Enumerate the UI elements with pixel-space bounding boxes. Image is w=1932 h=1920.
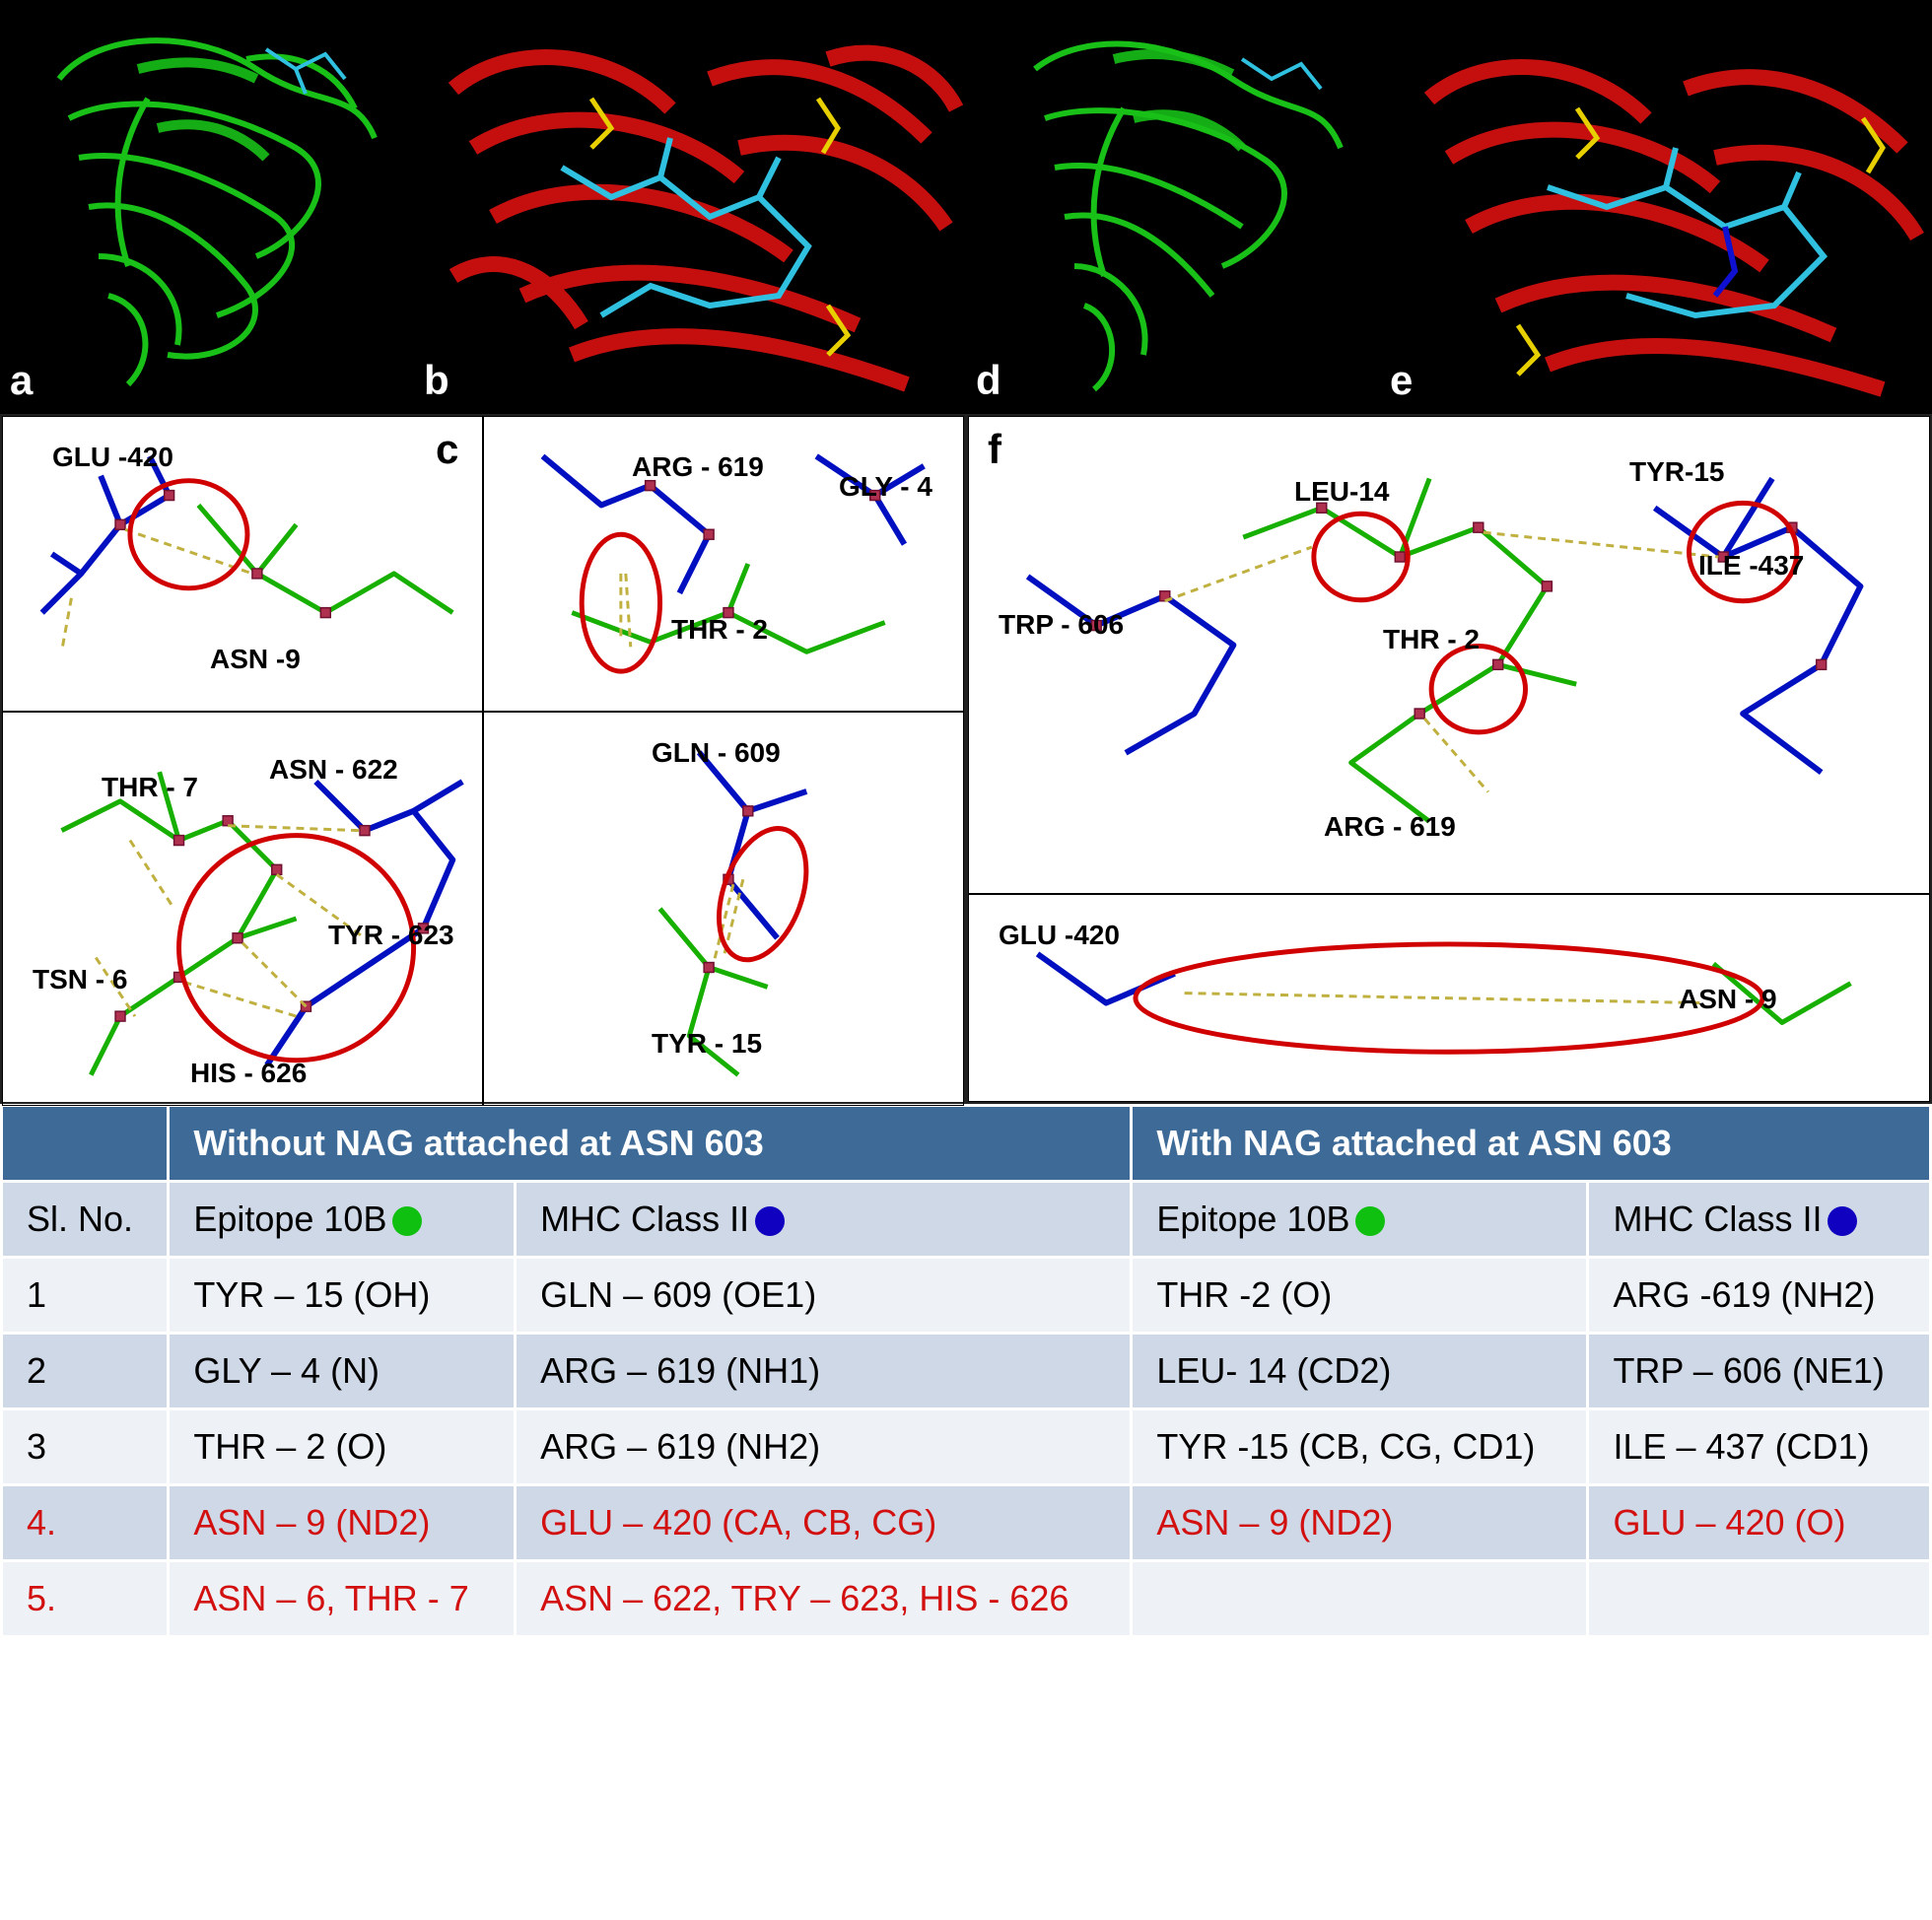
middle-panels-row: c GLU -420 ASN -9 — [0, 414, 1932, 1104]
panel-e: e — [1380, 0, 1932, 414]
panel-b: b — [414, 0, 966, 414]
panel-b-label: b — [424, 357, 449, 404]
cell-mhc2: GLU – 420 (O) — [1588, 1485, 1931, 1561]
panel-c-label: c — [436, 426, 458, 473]
header-empty — [2, 1106, 169, 1182]
panel-c-sub2: ARG - 619 GLY - 4 THR - 2 — [483, 416, 964, 712]
panel-f-sub2: GLU -420 ASN - 9 — [968, 894, 1930, 1102]
label-thr7: THR - 7 — [102, 772, 198, 803]
mhc-dot-icon — [1828, 1206, 1857, 1236]
label-glu420: GLU -420 — [52, 442, 173, 473]
mhc-dot-icon — [755, 1206, 785, 1236]
label-gly4: GLY - 4 — [839, 471, 932, 503]
col-ep-1: Epitope 10B — [169, 1182, 516, 1258]
label-ile437: ILE -437 — [1698, 550, 1804, 582]
cell-sl: 5. — [2, 1561, 169, 1637]
cell-ep1: ASN – 6, THR - 7 — [169, 1561, 516, 1637]
cell-ep2: TYR -15 (CB, CG, CD1) — [1132, 1409, 1588, 1485]
col-mhc-1: MHC Class II — [516, 1182, 1132, 1258]
cell-mhc1: GLU – 420 (CA, CB, CG) — [516, 1485, 1132, 1561]
cell-ep2 — [1132, 1561, 1588, 1637]
panel-f: f — [966, 414, 1932, 1104]
label-his626: HIS - 626 — [190, 1058, 307, 1089]
panel-e-label: e — [1390, 357, 1413, 404]
label-tsn6: TSN - 6 — [33, 964, 127, 995]
panel-f-sub1: LEU-14 TYR-15 ILE -437 TRP - 606 THR - 2… — [968, 416, 1930, 894]
label-thr2: THR - 2 — [671, 614, 768, 646]
cell-sl: 3 — [2, 1409, 169, 1485]
panel-d: d — [966, 0, 1380, 414]
panel-a: a — [0, 0, 414, 414]
col-ep-text2: Epitope 10B — [1156, 1199, 1349, 1239]
cell-mhc1: ARG – 619 (NH2) — [516, 1409, 1132, 1485]
panel-c-sub1: GLU -420 ASN -9 — [2, 416, 483, 712]
cell-mhc2 — [1588, 1561, 1931, 1637]
col-mhc-text2: MHC Class II — [1613, 1199, 1822, 1239]
top-panels-row: a — [0, 0, 1932, 414]
cell-mhc2: ARG -619 (NH2) — [1588, 1258, 1931, 1334]
cell-ep1: TYR – 15 (OH) — [169, 1258, 516, 1334]
table-header-row: Without NAG attached at ASN 603 With NAG… — [2, 1106, 1931, 1182]
label-thr2f: THR - 2 — [1383, 624, 1480, 655]
col-ep-text1: Epitope 10B — [193, 1199, 386, 1239]
figure-container: a — [0, 0, 1932, 1638]
cell-ep1: ASN – 9 (ND2) — [169, 1485, 516, 1561]
epitope-dot-icon — [1355, 1206, 1385, 1236]
interaction-table: Without NAG attached at ASN 603 With NAG… — [0, 1104, 1932, 1638]
cell-sl: 1 — [2, 1258, 169, 1334]
cell-ep1: THR – 2 (O) — [169, 1409, 516, 1485]
col-ep-2: Epitope 10B — [1132, 1182, 1588, 1258]
table-row: 4.ASN – 9 (ND2)GLU – 420 (CA, CB, CG)ASN… — [2, 1485, 1931, 1561]
label-tyr15f: TYR-15 — [1629, 456, 1724, 488]
label-asn622: ASN - 622 — [269, 754, 398, 786]
cell-ep2: ASN – 9 (ND2) — [1132, 1485, 1588, 1561]
label-leu14: LEU-14 — [1294, 476, 1389, 508]
label-arg619: ARG - 619 — [632, 451, 764, 483]
cell-mhc2: ILE – 437 (CD1) — [1588, 1409, 1931, 1485]
panel-a-label: a — [10, 357, 33, 404]
panel-f-label: f — [988, 426, 1001, 473]
cell-mhc2: TRP – 606 (NE1) — [1588, 1334, 1931, 1409]
cell-sl: 2 — [2, 1334, 169, 1409]
table-row: 1TYR – 15 (OH)GLN – 609 (OE1)THR -2 (O)A… — [2, 1258, 1931, 1334]
cell-ep1: GLY – 4 (N) — [169, 1334, 516, 1409]
cell-ep2: THR -2 (O) — [1132, 1258, 1588, 1334]
cell-mhc1: GLN – 609 (OE1) — [516, 1258, 1132, 1334]
table-row: 2GLY – 4 (N)ARG – 619 (NH1)LEU- 14 (CD2)… — [2, 1334, 1931, 1409]
label-trp606: TRP - 606 — [999, 609, 1124, 641]
header-with: With NAG attached at ASN 603 — [1132, 1106, 1931, 1182]
label-tyr623: TYR - 623 — [328, 920, 454, 951]
panel-c: c GLU -420 ASN -9 — [0, 414, 966, 1104]
header-without: Without NAG attached at ASN 603 — [169, 1106, 1132, 1182]
table-row: 5.ASN – 6, THR - 7ASN – 622, TRY – 623, … — [2, 1561, 1931, 1637]
table-colhead-row: Sl. No. Epitope 10B MHC Class II Epitope… — [2, 1182, 1931, 1258]
col-sl: Sl. No. — [2, 1182, 169, 1258]
col-mhc-2: MHC Class II — [1588, 1182, 1931, 1258]
panel-d-label: d — [976, 357, 1001, 404]
cell-mhc1: ARG – 619 (NH1) — [516, 1334, 1132, 1409]
label-arg619f: ARG - 619 — [1324, 811, 1456, 843]
cell-mhc1: ASN – 622, TRY – 623, HIS - 626 — [516, 1561, 1132, 1637]
table-row: 3THR – 2 (O)ARG – 619 (NH2)TYR -15 (CB, … — [2, 1409, 1931, 1485]
label-tyr15c: TYR - 15 — [652, 1028, 762, 1060]
label-gln609: GLN - 609 — [652, 737, 781, 769]
panel-c-sub4: GLN - 609 TYR - 15 — [483, 712, 964, 1106]
cell-ep2: LEU- 14 (CD2) — [1132, 1334, 1588, 1409]
cell-sl: 4. — [2, 1485, 169, 1561]
panel-c-sub3: THR - 7 ASN - 622 TSN - 6 TYR - 623 HIS … — [2, 712, 483, 1106]
col-mhc-text1: MHC Class II — [540, 1199, 749, 1239]
label-glu420f: GLU -420 — [999, 920, 1120, 951]
label-asn9: ASN -9 — [210, 644, 301, 675]
label-asn9f: ASN - 9 — [1679, 984, 1777, 1015]
epitope-dot-icon — [392, 1206, 422, 1236]
